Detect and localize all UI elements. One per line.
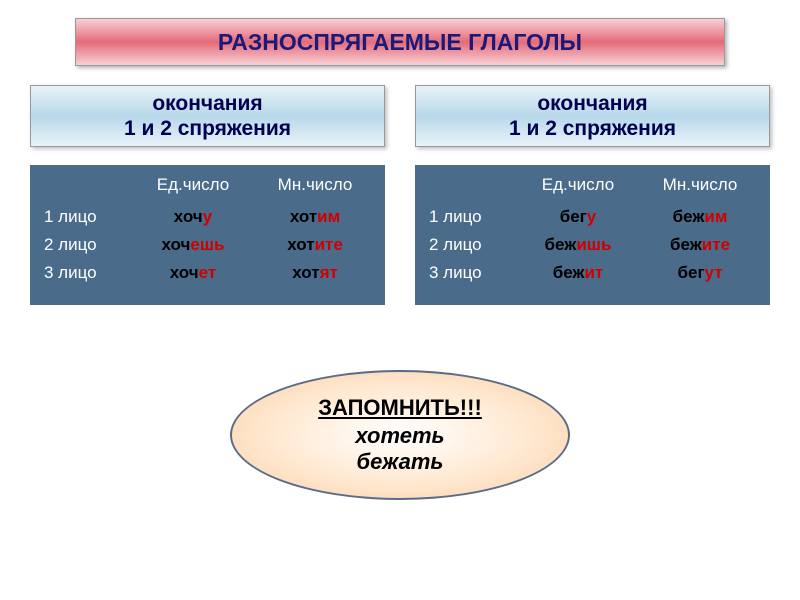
stem: беж (553, 263, 585, 282)
ending: ешь (190, 235, 224, 254)
ending: у (203, 207, 212, 226)
stem: хот (287, 235, 314, 254)
ending: им (317, 207, 340, 226)
table-row: 3 лицо бежит бегут (423, 259, 762, 287)
col-singular: Ед.число (518, 175, 638, 203)
ending: ите (315, 235, 343, 254)
ending: ит (584, 263, 603, 282)
ending: им (704, 207, 727, 226)
ending: у (587, 207, 596, 226)
table-row: 2 лицо хочешь хотите (38, 231, 377, 259)
stem: беж (670, 235, 702, 254)
person-2: 2 лицо (38, 231, 133, 259)
stem: хот (290, 207, 317, 226)
person-3: 3 лицо (423, 259, 518, 287)
remember-oval: ЗАПОМНИТЬ!!! хотеть бежать (230, 370, 570, 500)
stem: хоч (170, 263, 199, 282)
stem: бег (560, 207, 587, 226)
col-singular: Ед.число (133, 175, 253, 203)
stem: беж (673, 207, 705, 226)
col-plural: Мн.число (638, 175, 762, 203)
ending: ут (705, 263, 723, 282)
person-3: 3 лицо (38, 259, 133, 287)
ending: ят (320, 263, 338, 282)
table-row: 3 лицо хочет хотят (38, 259, 377, 287)
stem: беж (545, 235, 577, 254)
ending: ите (702, 235, 730, 254)
conjugation-table-right: Ед.число Мн.число 1 лицо бегу бежим 2 ли… (415, 165, 770, 305)
conjugation-table-left: Ед.число Мн.число 1 лицо хочу хотим 2 ли… (30, 165, 385, 305)
subtitle-left-text: окончания 1 и 2 спряжения (124, 91, 291, 141)
main-title: РАЗНОСПРЯГАЕМЫЕ ГЛАГОЛЫ (75, 18, 725, 66)
table-row: 1 лицо бегу бежим (423, 203, 762, 231)
stem: хот (292, 263, 319, 282)
person-1: 1 лицо (38, 203, 133, 231)
stem: бег (678, 263, 705, 282)
table-row: 2 лицо бежишь бежите (423, 231, 762, 259)
ending: ишь (576, 235, 611, 254)
remember-label: ЗАПОМНИТЬ!!! (318, 395, 482, 421)
stem: хоч (174, 207, 203, 226)
remember-verb-1: хотеть (355, 423, 444, 449)
person-1: 1 лицо (423, 203, 518, 231)
col-plural: Мн.число (253, 175, 377, 203)
stem: хоч (162, 235, 191, 254)
table-row: 1 лицо хочу хотим (38, 203, 377, 231)
person-2: 2 лицо (423, 231, 518, 259)
subtitle-right-text: окончания 1 и 2 спряжения (509, 91, 676, 141)
subtitle-right: окончания 1 и 2 спряжения (415, 85, 770, 147)
remember-verb-2: бежать (357, 449, 444, 475)
ending: ет (199, 263, 217, 282)
subtitle-left: окончания 1 и 2 спряжения (30, 85, 385, 147)
